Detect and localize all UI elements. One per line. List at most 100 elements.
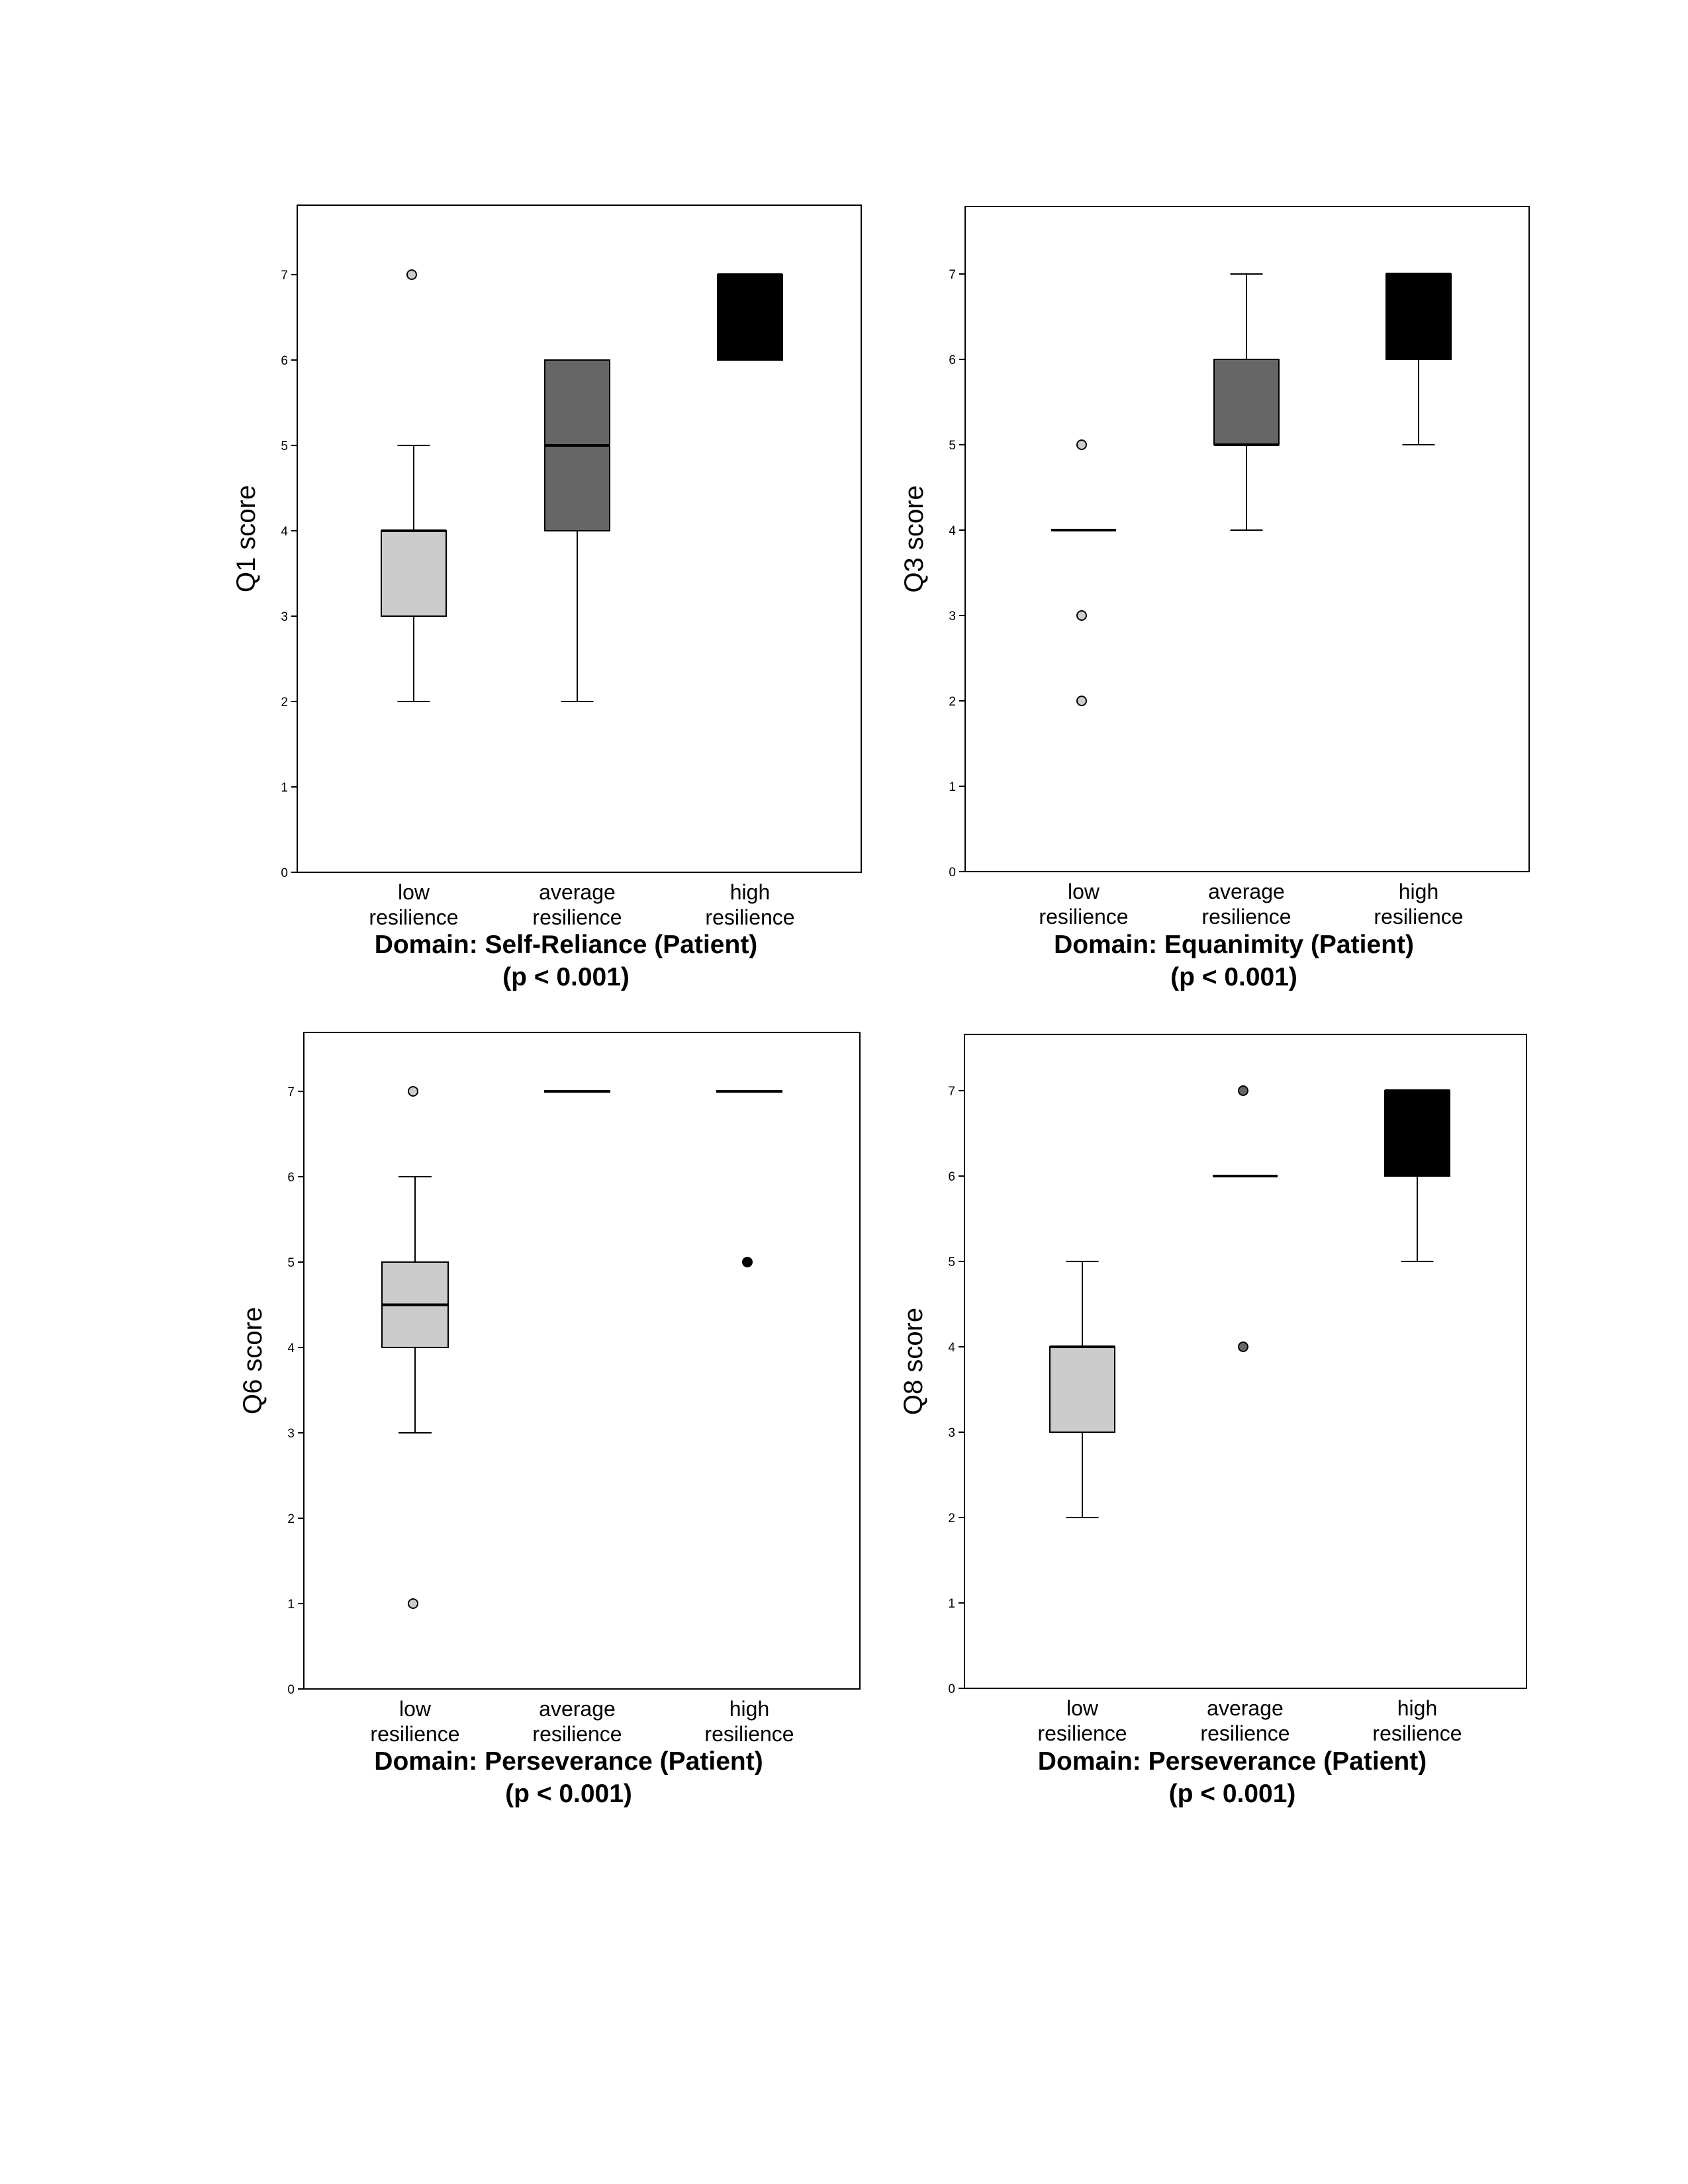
y-axis-label: Q8 score	[899, 1308, 928, 1415]
chart-title: Domain: Perseverance (Patient) (p < 0.001…	[374, 1747, 763, 1808]
box-3	[1385, 273, 1452, 445]
plot-frame	[964, 206, 1530, 872]
chart-title: Domain: Self-Reliance (Patient) (p < 0.00…	[375, 931, 758, 991]
plot-frame	[964, 1034, 1527, 1689]
box-1	[381, 269, 447, 702]
outlier-point	[742, 1257, 753, 1267]
x-category-label-line: low	[1068, 880, 1100, 903]
x-category-label-line: resilience	[1039, 905, 1128, 929]
chart-title-line: (p < 0.001)	[1169, 1780, 1296, 1808]
y-tick-label: 6	[949, 353, 956, 367]
y-tick-label: 4	[948, 1341, 955, 1355]
x-category-label-line: average	[1207, 1696, 1284, 1720]
x-category-label-line: high	[729, 1697, 770, 1721]
x-category-label: high resilience	[704, 1697, 794, 1746]
y-tick-label: 4	[949, 524, 956, 538]
outlier-point	[1238, 1342, 1248, 1352]
x-category-label-line: resilience	[704, 1722, 794, 1746]
y-tick-label: 7	[281, 269, 288, 283]
y-tick-label: 3	[949, 610, 956, 623]
x-category-label-line: resilience	[532, 1722, 622, 1746]
y-tick-label: 7	[948, 1085, 955, 1099]
outlier-point	[1076, 610, 1087, 621]
x-category-label: average resilience	[1200, 1696, 1289, 1745]
box-body	[1213, 359, 1280, 445]
x-category-label: low resilience	[369, 880, 458, 929]
box-body	[1049, 1346, 1115, 1433]
outlier-point	[1076, 696, 1087, 706]
box-body	[1385, 273, 1452, 360]
y-tick-label: 7	[949, 268, 956, 282]
box-1	[1051, 439, 1116, 706]
outlier-point	[406, 269, 417, 280]
x-category-label-line: average	[1208, 880, 1285, 903]
y-tick-label: 0	[281, 866, 288, 880]
box-body	[717, 274, 783, 361]
chart-title-line: Domain: Perseverance (Patient)	[374, 1747, 763, 1776]
x-category-label: high resilience	[1374, 880, 1463, 929]
box-3	[1384, 1089, 1450, 1262]
y-tick-label: 0	[287, 1683, 295, 1697]
chart-title-line: (p < 0.001)	[505, 1780, 632, 1808]
y-axis-label: Q6 score	[238, 1307, 267, 1414]
y-tick-label: 3	[948, 1426, 955, 1440]
plot-frame	[297, 205, 862, 873]
y-tick-label: 4	[281, 525, 288, 539]
y-tick-label: 1	[948, 1597, 955, 1611]
box-1	[1049, 1261, 1115, 1518]
y-tick-label: 7	[287, 1085, 295, 1099]
y-tick-label: 2	[949, 695, 956, 709]
x-category-label-line: low	[399, 1697, 432, 1721]
x-category-label-line: high	[1399, 880, 1439, 903]
x-category-label: average resilience	[1201, 880, 1291, 929]
box-2	[544, 359, 610, 702]
box-body	[381, 530, 447, 617]
outlier-point	[1076, 439, 1087, 450]
y-tick-label: 4	[287, 1342, 295, 1355]
chart-title-line: (p < 0.001)	[1170, 963, 1297, 991]
chart-title: Domain: Perseverance (Patient) (p < 0.001…	[1038, 1747, 1427, 1808]
y-tick-label: 1	[949, 780, 956, 794]
y-tick-label: 2	[287, 1512, 295, 1526]
x-category-label-line: resilience	[1037, 1721, 1127, 1745]
x-category-label: low resilience	[1039, 880, 1128, 929]
x-category-label-line: resilience	[1372, 1721, 1462, 1745]
box-body	[1384, 1090, 1450, 1177]
y-tick-label: 5	[287, 1256, 295, 1270]
y-tick-label: 6	[281, 354, 288, 368]
plot-frame	[303, 1032, 861, 1690]
outlier-point	[408, 1086, 418, 1097]
x-category-label: average resilience	[532, 1697, 622, 1746]
chart-title-line: Domain: Equanimity (Patient)	[1054, 931, 1414, 959]
outlier-point	[1238, 1085, 1248, 1096]
y-tick-label: 3	[281, 610, 288, 624]
x-category-label-line: high	[1397, 1696, 1438, 1720]
x-category-label-line: resilience	[1374, 905, 1463, 929]
x-category-label-line: resilience	[370, 1722, 459, 1746]
box-3	[717, 273, 783, 361]
y-tick-label: 6	[287, 1171, 295, 1185]
y-axis-label: Q1 score	[232, 485, 261, 592]
y-tick-label: 1	[281, 781, 288, 795]
y-tick-label: 5	[281, 439, 288, 453]
x-category-label: high resilience	[1372, 1696, 1462, 1745]
x-category-label-line: resilience	[1200, 1721, 1289, 1745]
x-category-label-line: low	[1066, 1696, 1099, 1720]
box-2	[1213, 273, 1280, 531]
y-tick-label: 5	[948, 1255, 955, 1269]
outlier-point	[408, 1598, 418, 1609]
chart-title-line: (p < 0.001)	[502, 963, 630, 991]
y-axis-label: Q3 score	[900, 485, 929, 592]
chart-title: Domain: Equanimity (Patient) (p < 0.001)	[1054, 931, 1414, 991]
x-category-label-line: resilience	[1201, 905, 1291, 929]
x-category-label: low resilience	[1037, 1696, 1127, 1745]
y-tick-label: 1	[287, 1598, 295, 1612]
x-category-label-line: average	[539, 880, 616, 904]
y-tick-label: 5	[949, 439, 956, 453]
x-category-label-line: high	[730, 880, 771, 904]
